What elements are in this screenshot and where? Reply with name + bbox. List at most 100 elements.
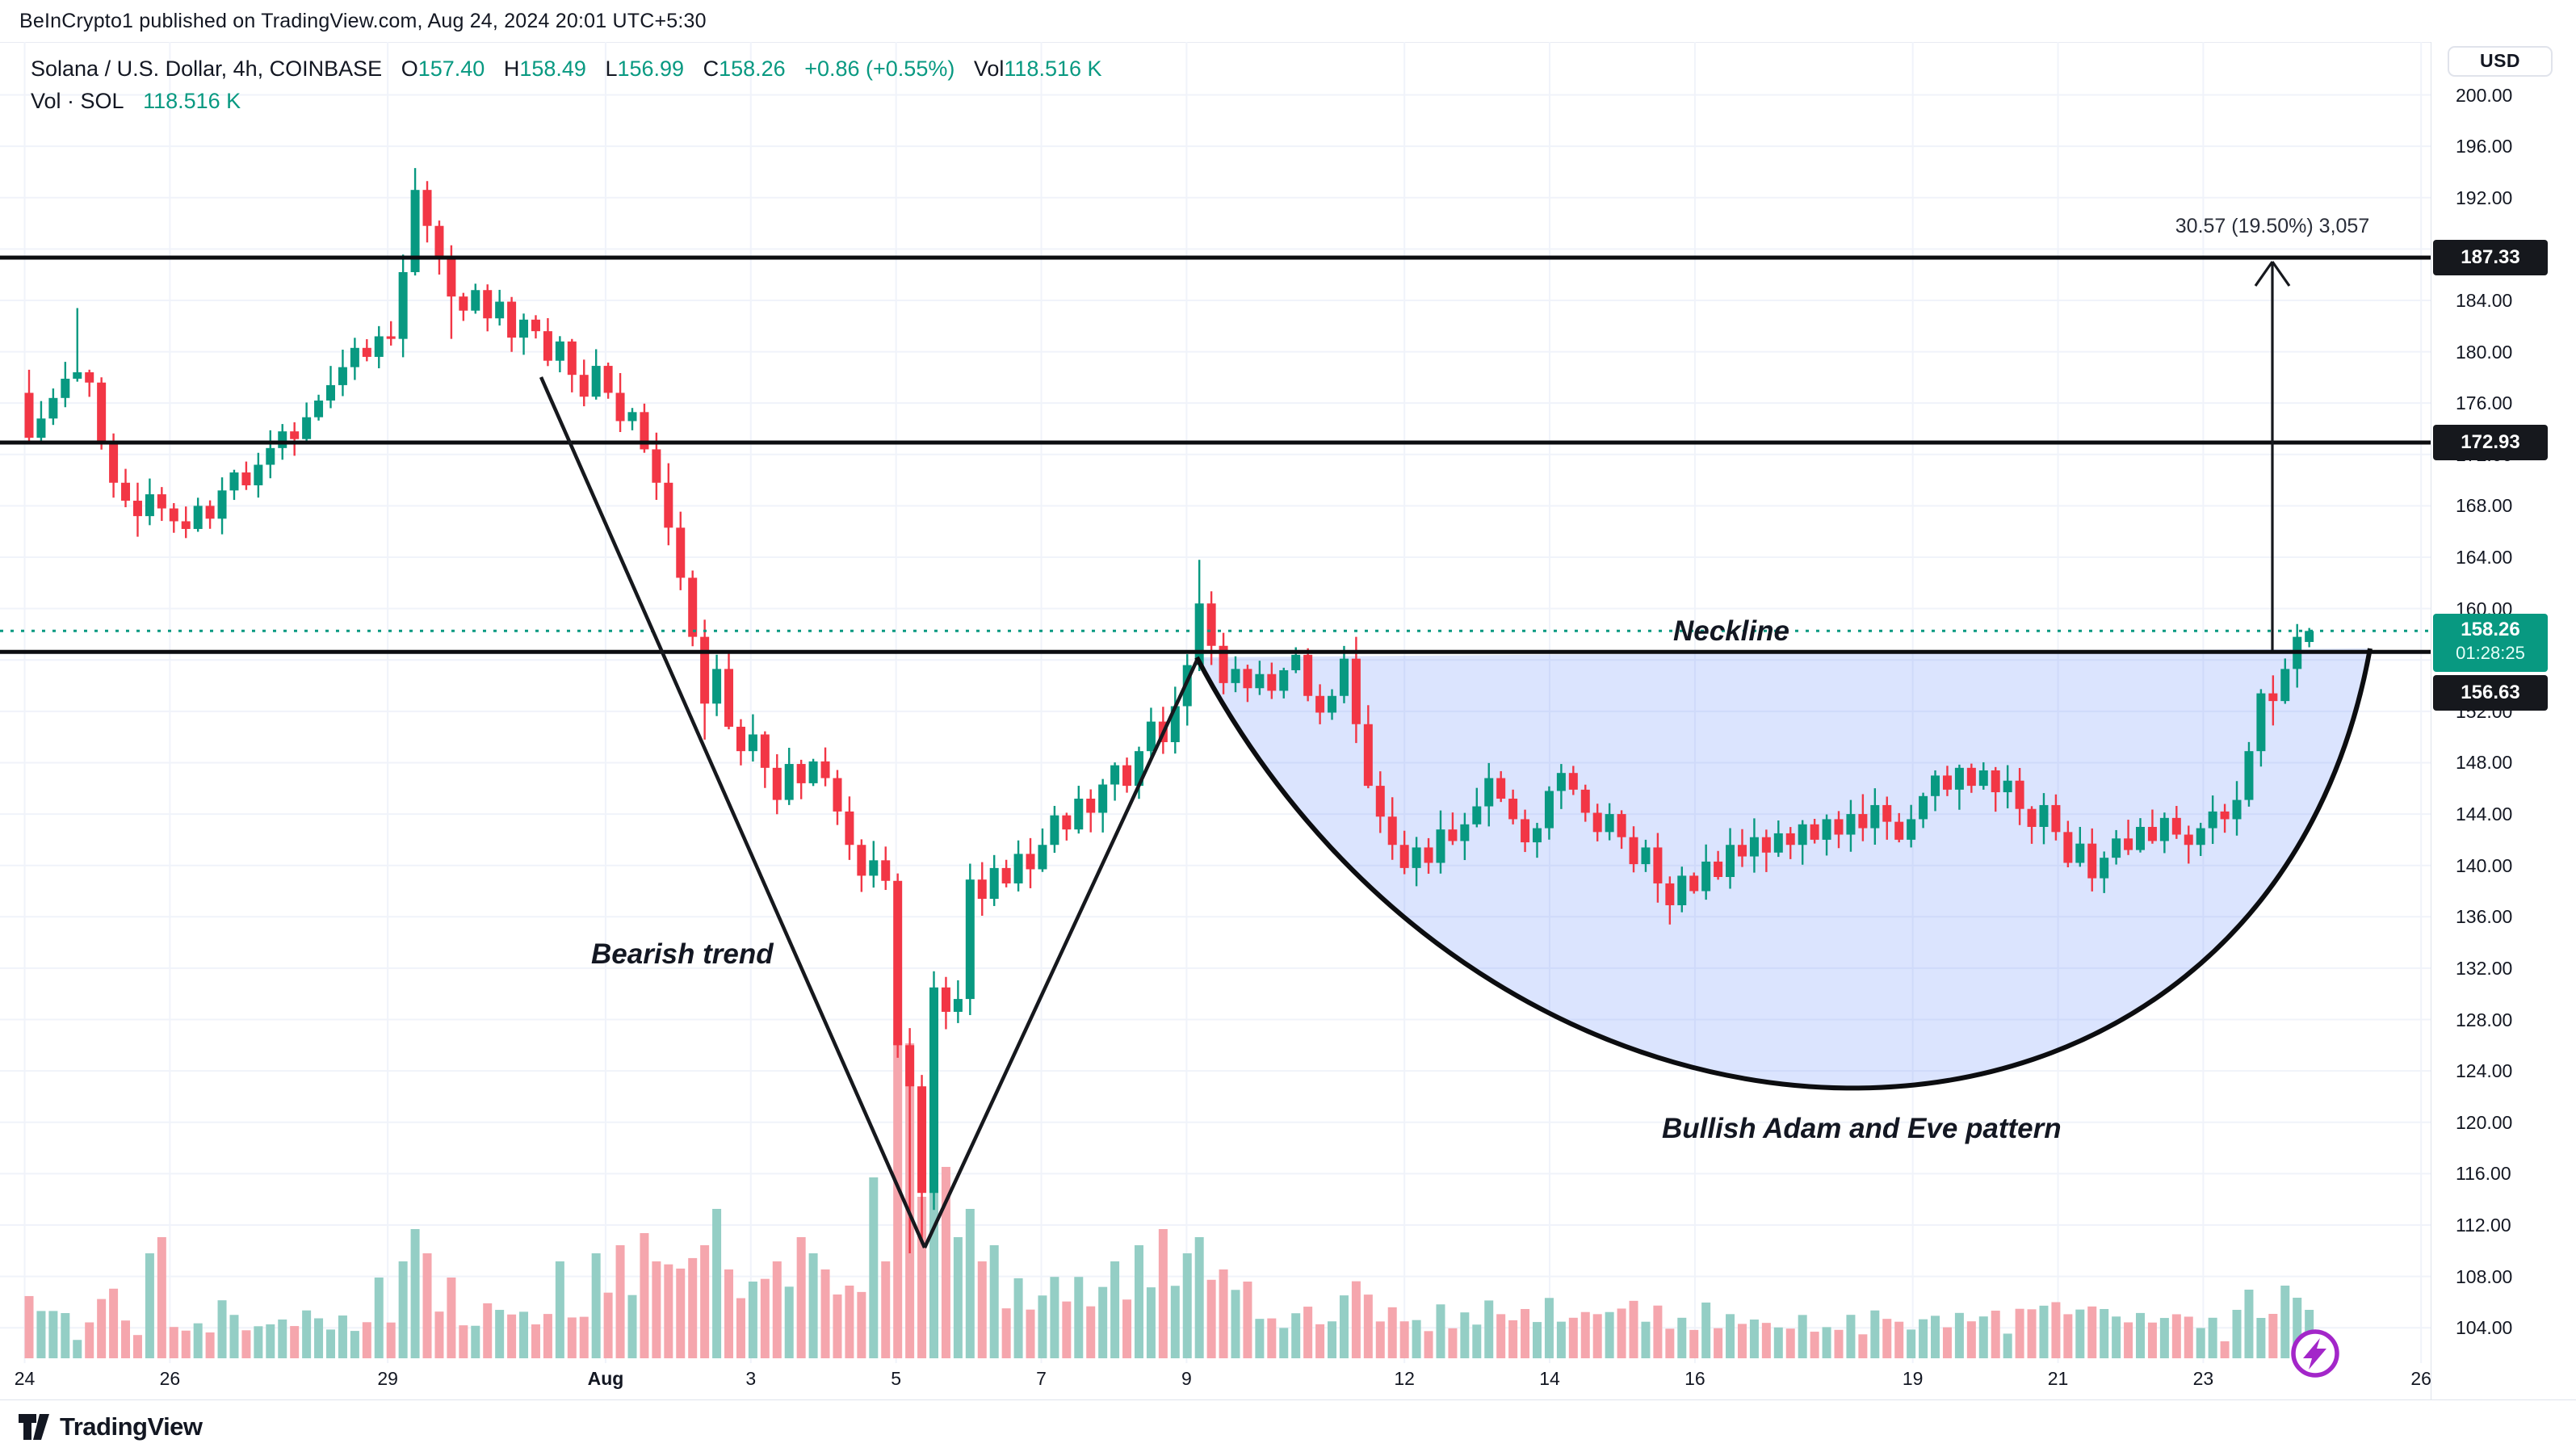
candle-body	[905, 1045, 915, 1087]
candle-body	[1363, 724, 1373, 787]
published-bar: BeInCrypto1 published on TradingView.com…	[0, 0, 2576, 43]
candle-body	[1580, 789, 1590, 813]
resistance-price-label: 187.33	[2433, 240, 2548, 275]
measured-move-label: 30.57 (19.50%) 3,057	[2175, 215, 2370, 237]
candle-body	[688, 577, 698, 637]
measure-arrow-head	[2271, 261, 2291, 287]
volume-bar	[1556, 1321, 1566, 1358]
candle-body	[374, 336, 384, 357]
volume-bar	[2244, 1290, 2254, 1358]
volume-bar	[410, 1229, 420, 1358]
candle-body	[567, 341, 577, 376]
low-value: 156.99	[617, 57, 685, 81]
candle-body	[881, 860, 891, 881]
candle-body	[736, 726, 745, 752]
candle-body	[1942, 775, 1952, 790]
candle-body	[603, 366, 613, 393]
candle-body	[1846, 814, 1856, 835]
volume-bar	[2280, 1286, 2290, 1358]
candle-body	[1182, 665, 1192, 707]
open-label: O	[401, 57, 418, 81]
price-axis[interactable]: USD 200.00196.00192.00188.00184.00180.00…	[2431, 42, 2576, 1399]
pattern-annotation: Bullish Adam and Eve pattern	[1662, 1113, 2062, 1144]
candle-body	[2039, 804, 2049, 827]
volume-bar	[1846, 1315, 1856, 1358]
candle-body	[1761, 837, 1771, 853]
volume-bar	[1568, 1317, 1578, 1358]
legend-volume-row[interactable]: Vol · SOL 118.516 K	[31, 89, 1102, 114]
candle-body	[977, 879, 987, 900]
volume-bar	[1810, 1332, 1819, 1358]
volume-bar	[85, 1322, 94, 1358]
volume-bar	[1291, 1313, 1301, 1358]
volume-bar	[591, 1253, 601, 1358]
candle-body	[893, 880, 903, 1046]
volume-bar	[1521, 1308, 1530, 1358]
volume-bar	[2087, 1306, 2097, 1358]
volume-bar	[483, 1303, 493, 1358]
boost-lightning-icon[interactable]	[2288, 1326, 2343, 1381]
tradingview-brand[interactable]: TradingView	[18, 1412, 203, 1442]
volume-bar	[254, 1326, 263, 1358]
volume-bar	[374, 1278, 384, 1358]
volume-bar	[2184, 1316, 2193, 1358]
candle-body	[362, 347, 371, 357]
candle-body	[241, 472, 251, 485]
low-label: L	[605, 57, 618, 81]
volume-bar	[1484, 1300, 1494, 1358]
candle-body	[132, 501, 142, 517]
legend-ohlc-row[interactable]: Solana / U.S. Dollar, 4h, COINBASE O157.…	[31, 57, 1102, 82]
volume-bar	[1243, 1282, 1252, 1358]
time-axis[interactable]: 24 26 29 Aug 3 5 7 9 12 14 16 19 21 23 26	[0, 1363, 2431, 1399]
vol-sol-label: Vol · SOL	[31, 89, 124, 113]
chart-legend: Solana / U.S. Dollar, 4h, COINBASE O157.…	[31, 57, 1102, 114]
volume-bar	[2015, 1308, 2024, 1358]
candle-body	[652, 449, 661, 483]
volume-bar	[181, 1330, 191, 1358]
candle-body	[1206, 603, 1216, 646]
volume-bar	[1919, 1319, 1928, 1358]
price-tick-label: 116.00	[2456, 1163, 2511, 1185]
candle-body	[447, 259, 456, 297]
volume-bar	[36, 1311, 46, 1358]
price-tick-label: 148.00	[2456, 752, 2513, 774]
candle-body	[507, 301, 517, 338]
volume-bar	[929, 1177, 938, 1358]
candle-body	[929, 987, 938, 1194]
candle-body	[145, 494, 154, 517]
volume-bar	[1050, 1277, 1059, 1358]
candle-body	[1387, 816, 1397, 845]
volume-bar	[760, 1278, 770, 1358]
candle-body	[2244, 751, 2254, 800]
currency-toggle-button[interactable]: USD	[2448, 46, 2553, 77]
volume-bar	[640, 1233, 649, 1358]
candle-body	[1098, 784, 1108, 813]
volume-bar	[1726, 1314, 1735, 1358]
candle-body	[1038, 845, 1047, 870]
volume-bar	[2171, 1314, 2181, 1358]
volume-bar	[2051, 1302, 2061, 1358]
candle-body	[350, 347, 359, 367]
candle-body	[2027, 808, 2037, 827]
candle-body	[845, 811, 854, 845]
time-tick-label: 7	[1036, 1368, 1047, 1389]
candle-body	[1544, 791, 1554, 829]
volume-bar	[1026, 1309, 1035, 1358]
candle-body	[857, 845, 866, 876]
candle-body	[1677, 875, 1687, 905]
volume-bar	[2256, 1318, 2266, 1358]
candle-body	[205, 506, 215, 519]
price-chart-canvas[interactable]	[0, 42, 2431, 1363]
time-tick-label: 16	[1684, 1368, 1705, 1389]
candle-body	[760, 734, 770, 768]
candle-body	[1798, 824, 1807, 845]
volume-bar	[459, 1325, 468, 1358]
candle-body	[1122, 765, 1132, 787]
candle-body	[338, 367, 347, 385]
volume-bar	[2293, 1298, 2302, 1358]
candle-body	[1665, 883, 1675, 905]
candle-body	[386, 336, 396, 339]
volume-bar	[386, 1322, 396, 1358]
volume-bar	[1375, 1321, 1385, 1358]
volume-bar	[820, 1269, 830, 1358]
